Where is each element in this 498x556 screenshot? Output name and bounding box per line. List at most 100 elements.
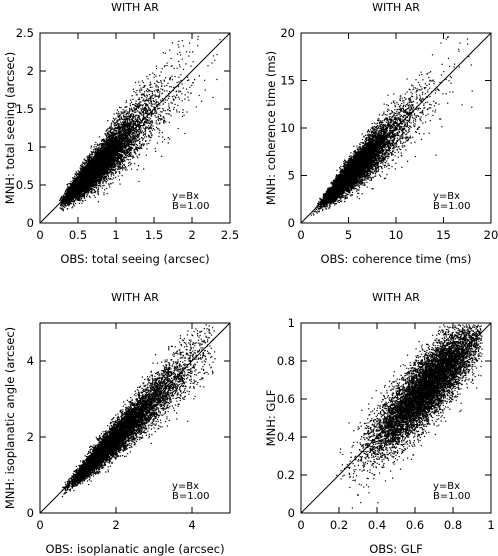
scatter-point [129,105,131,107]
scatter-point [87,192,89,194]
scatter-point [164,65,166,67]
scatter-point [133,110,135,112]
scatter-point [159,104,161,106]
scatter-point [140,87,142,89]
panel-title: WITH AR [111,1,159,14]
scatter-point [136,110,139,112]
scatter-point [95,141,97,143]
scatter-point [140,145,143,147]
scatter-point [163,121,165,123]
scatter-point [126,169,128,171]
scatter-point [170,101,172,104]
scatter-point [160,111,162,113]
scatter-point [143,145,145,147]
scatter-point [128,165,130,167]
scatter-point [181,83,183,85]
scatter-point [125,109,127,111]
scatter-point [163,119,165,121]
scatter-point [149,122,151,124]
scatter-point [62,208,65,210]
scatter-point [132,113,135,115]
scatter-point [128,155,130,157]
scatter-point [166,99,168,101]
scatter-point [110,173,112,175]
scatter-point [91,155,93,157]
scatter-point [97,185,100,187]
scatter-point [96,147,98,149]
scatter-point [163,90,166,92]
scatter-point [149,99,151,102]
scatter-point [129,159,131,161]
scatter-point [176,111,178,113]
scatter-point [61,195,64,197]
scatter-point [99,143,101,145]
scatter-point [157,86,159,88]
scatter-point [145,103,147,105]
scatter-point [105,180,107,182]
scatter-point [150,101,152,103]
scatter-point [124,166,127,168]
scatter-point [184,94,186,96]
scatter-point [163,117,165,119]
scatter-point [211,62,213,64]
scatter-point [204,79,206,81]
scatter-point [142,111,144,113]
scatter-point [111,122,113,124]
scatter-point [155,86,157,88]
scatter-point [133,91,135,93]
scatter-point [151,103,154,105]
scatter-point [149,81,151,83]
scatter-point [169,91,171,93]
scatter-point [165,113,167,115]
scatter-point [169,78,171,80]
scatter-point [168,95,170,97]
scatter-point [131,134,133,136]
scatter-point [129,107,131,109]
scatter-point [139,84,141,86]
scatter-point [142,94,144,96]
scatter-point [102,185,104,187]
scatter-point [128,162,130,164]
scatter-point [138,89,140,91]
scatter-point [141,147,143,149]
scatter-point [118,114,120,117]
scatter-point [154,147,156,150]
scatter-point [109,186,111,188]
scatter-point [98,187,100,189]
scatter-point [133,116,135,118]
scatter-point [156,80,158,82]
scatter-point [178,46,180,48]
scatter-point [163,109,165,111]
scatter-point [119,171,121,173]
scatter-point [119,172,121,174]
scatter-point [155,122,157,124]
scatter-point [182,111,184,113]
scatter-point [93,194,95,197]
scatter-point [142,99,144,102]
scatter-point [168,103,170,105]
scatter-point [135,111,137,113]
scatter-point [140,144,143,146]
scatter-point [148,94,150,96]
scatter-point [135,102,137,105]
scatter-point [78,202,80,204]
scatter-point [137,165,140,167]
scatter-point [173,95,175,97]
scatter-point [216,54,218,56]
scatter-point [112,117,115,119]
scatter-point [154,96,156,98]
scatter-point [110,170,112,172]
scatter-point [181,58,183,60]
scatter-point [144,106,147,109]
scatter-point [169,76,172,79]
scatter-point [120,111,122,113]
scatter-point [132,121,134,123]
scatter-point [129,109,131,111]
scatter-point [109,126,111,128]
scatter-point [178,81,180,83]
scatter-point [149,110,152,112]
scatter-point [164,52,166,54]
scatter-point [122,109,124,111]
scatter-point [148,102,150,104]
